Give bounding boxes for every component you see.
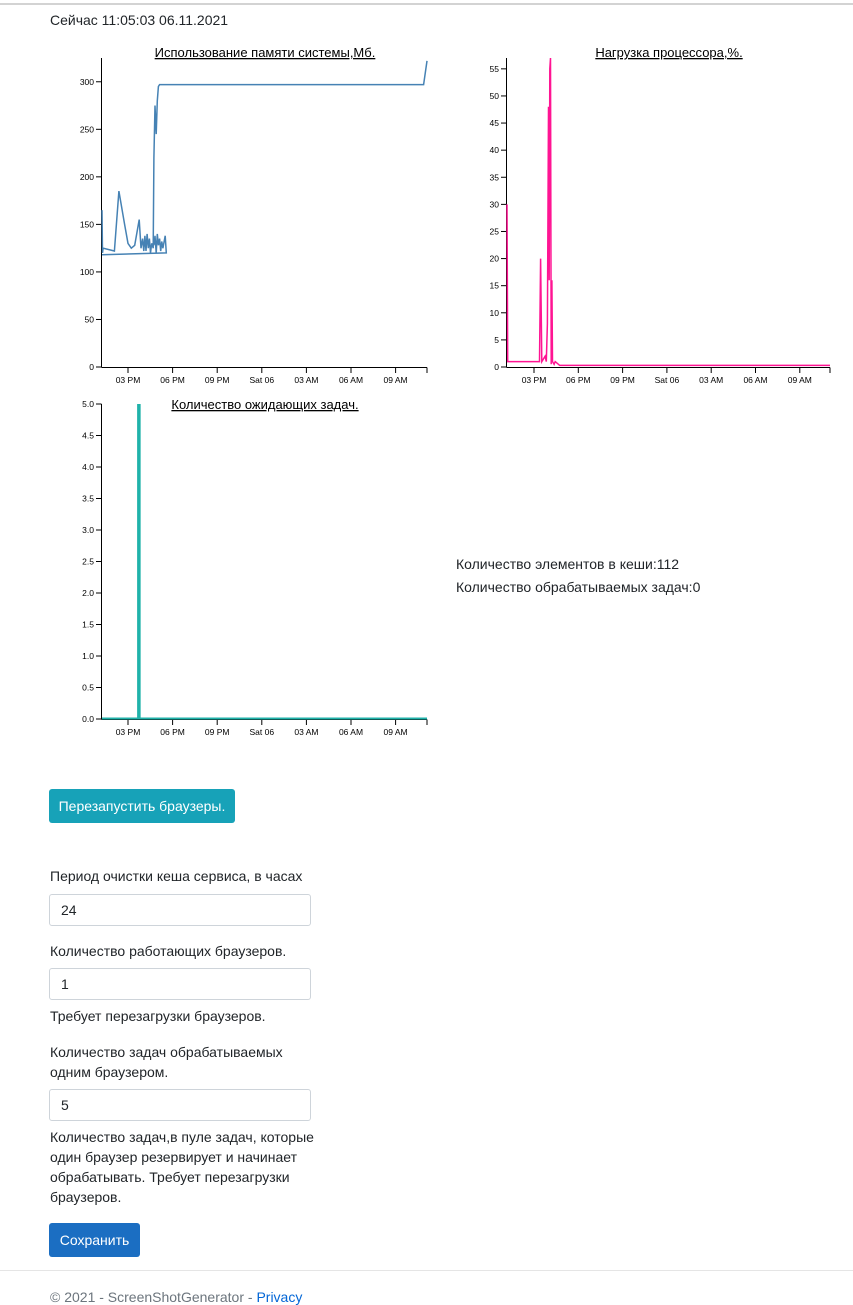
tasks-per-browser-hint: Количество задач,в пуле задач, которые о…	[50, 1129, 314, 1205]
y-tick-label: 15	[490, 281, 500, 291]
y-tick-label: 40	[490, 145, 500, 155]
x-tick-label: 09 PM	[205, 375, 230, 385]
y-tick-label: 0	[494, 362, 499, 372]
chart-title: Нагрузка процессора,%.	[595, 45, 742, 60]
series-line	[101, 233, 168, 256]
x-tick-label: 06 PM	[160, 727, 185, 737]
cache-period-label: Период очистки кеша сервиса, в часах	[50, 868, 303, 884]
y-tick-label: 100	[80, 267, 94, 277]
y-tick-label: 4.0	[82, 462, 94, 472]
browsers-count-hint: Требует перезагрузки браузеров.	[50, 1008, 266, 1024]
footer: © 2021 - ScreenShotGenerator - Privacy	[50, 1289, 302, 1305]
y-tick-label: 50	[85, 314, 95, 324]
y-tick-label: 20	[490, 254, 500, 264]
x-tick-label: 09 PM	[610, 375, 635, 385]
browsers-count-input[interactable]	[49, 968, 311, 1000]
footer-copyright: © 2021 - ScreenShotGenerator -	[50, 1289, 257, 1305]
browsers-count-label: Количество работающих браузеров.	[50, 943, 287, 959]
y-tick-label: 4.5	[82, 431, 94, 441]
y-tick-label: 1.5	[82, 620, 94, 630]
x-tick-label: 06 AM	[743, 375, 767, 385]
x-tick-label: Sat 06	[250, 375, 275, 385]
x-tick-label: 09 PM	[205, 727, 230, 737]
chart-title: Количество ожидающих задач.	[171, 397, 358, 412]
x-tick-label: 09 AM	[384, 375, 408, 385]
x-tick-label: Sat 06	[655, 375, 680, 385]
y-tick-label: 200	[80, 172, 94, 182]
x-tick-label: 03 PM	[522, 375, 547, 385]
memory-usage-chart: Использование памяти системы,Мб. 0 50 100 15…	[80, 45, 428, 385]
y-tick-label: 30	[490, 199, 500, 209]
y-tick-label: 3.0	[82, 525, 94, 535]
tasks-processing-count: Количество обрабатываемых задач:0	[456, 579, 701, 595]
y-tick-label: 3.5	[82, 494, 94, 504]
x-tick-label: Sat 06	[250, 727, 275, 737]
save-button[interactable]: Сохранить	[49, 1223, 140, 1257]
x-tick-label: 03 AM	[699, 375, 723, 385]
bar	[139, 404, 141, 719]
current-time: Сейчас 11:05:03 06.11.2021	[50, 12, 229, 28]
y-tick-label: 10	[490, 308, 500, 318]
y-tick-label: 150	[80, 219, 94, 229]
x-tick-label: 03 PM	[116, 375, 141, 385]
y-tick-label: 35	[490, 172, 500, 182]
y-tick-label: 0.0	[82, 714, 94, 724]
top-border	[0, 3, 853, 5]
x-tick-label: 06 PM	[566, 375, 591, 385]
y-tick-label: 2.0	[82, 588, 94, 598]
y-tick-label: 50	[490, 91, 500, 101]
y-tick-label: 5	[494, 335, 499, 345]
pending-tasks-chart: Количество ожидающих задач. 0.0 0.5 1.0 1.5 2…	[82, 397, 428, 737]
cache-items-count: Количество элементов в кеши:112	[456, 556, 680, 572]
x-tick-label: 09 AM	[788, 375, 812, 385]
privacy-link[interactable]: Privacy	[256, 1289, 303, 1305]
y-tick-label: 25	[490, 226, 500, 236]
y-tick-label: 0.5	[82, 683, 94, 693]
series-line	[101, 60, 428, 253]
chart-title: Использование памяти системы,Мб.	[155, 45, 376, 60]
y-tick-label: 250	[80, 124, 94, 134]
y-tick-label: 300	[80, 77, 94, 87]
y-tick-label: 5.0	[82, 399, 94, 409]
footer-divider	[0, 1270, 853, 1271]
cpu-load-chart: Нагрузка процессора,%. 0 5 10 15 20 25 30 35 40 45…	[490, 45, 831, 385]
y-tick-label: 1.0	[82, 651, 94, 661]
x-tick-label: 03 AM	[294, 375, 318, 385]
y-tick-label: 2.5	[82, 557, 94, 567]
x-tick-label: 03 PM	[116, 727, 141, 737]
restart-browsers-button[interactable]: Перезапустить браузеры.	[49, 789, 235, 823]
y-tick-label: 55	[490, 64, 500, 74]
x-tick-label: 06 AM	[339, 375, 363, 385]
tasks-per-browser-input[interactable]	[49, 1089, 311, 1121]
stats-panel: Количество элементов в кеши:112 Количест…	[456, 553, 700, 599]
tasks-per-browser-label: Количество задач обрабатываемых одним бр…	[50, 1044, 283, 1080]
y-tick-label: 45	[490, 118, 500, 128]
cache-period-input[interactable]	[49, 894, 311, 926]
x-tick-label: 09 AM	[384, 727, 408, 737]
x-tick-label: 06 PM	[160, 375, 185, 385]
y-tick-label: 0	[89, 362, 94, 372]
x-tick-label: 06 AM	[339, 727, 363, 737]
series-line	[506, 57, 830, 367]
x-tick-label: 03 AM	[294, 727, 318, 737]
